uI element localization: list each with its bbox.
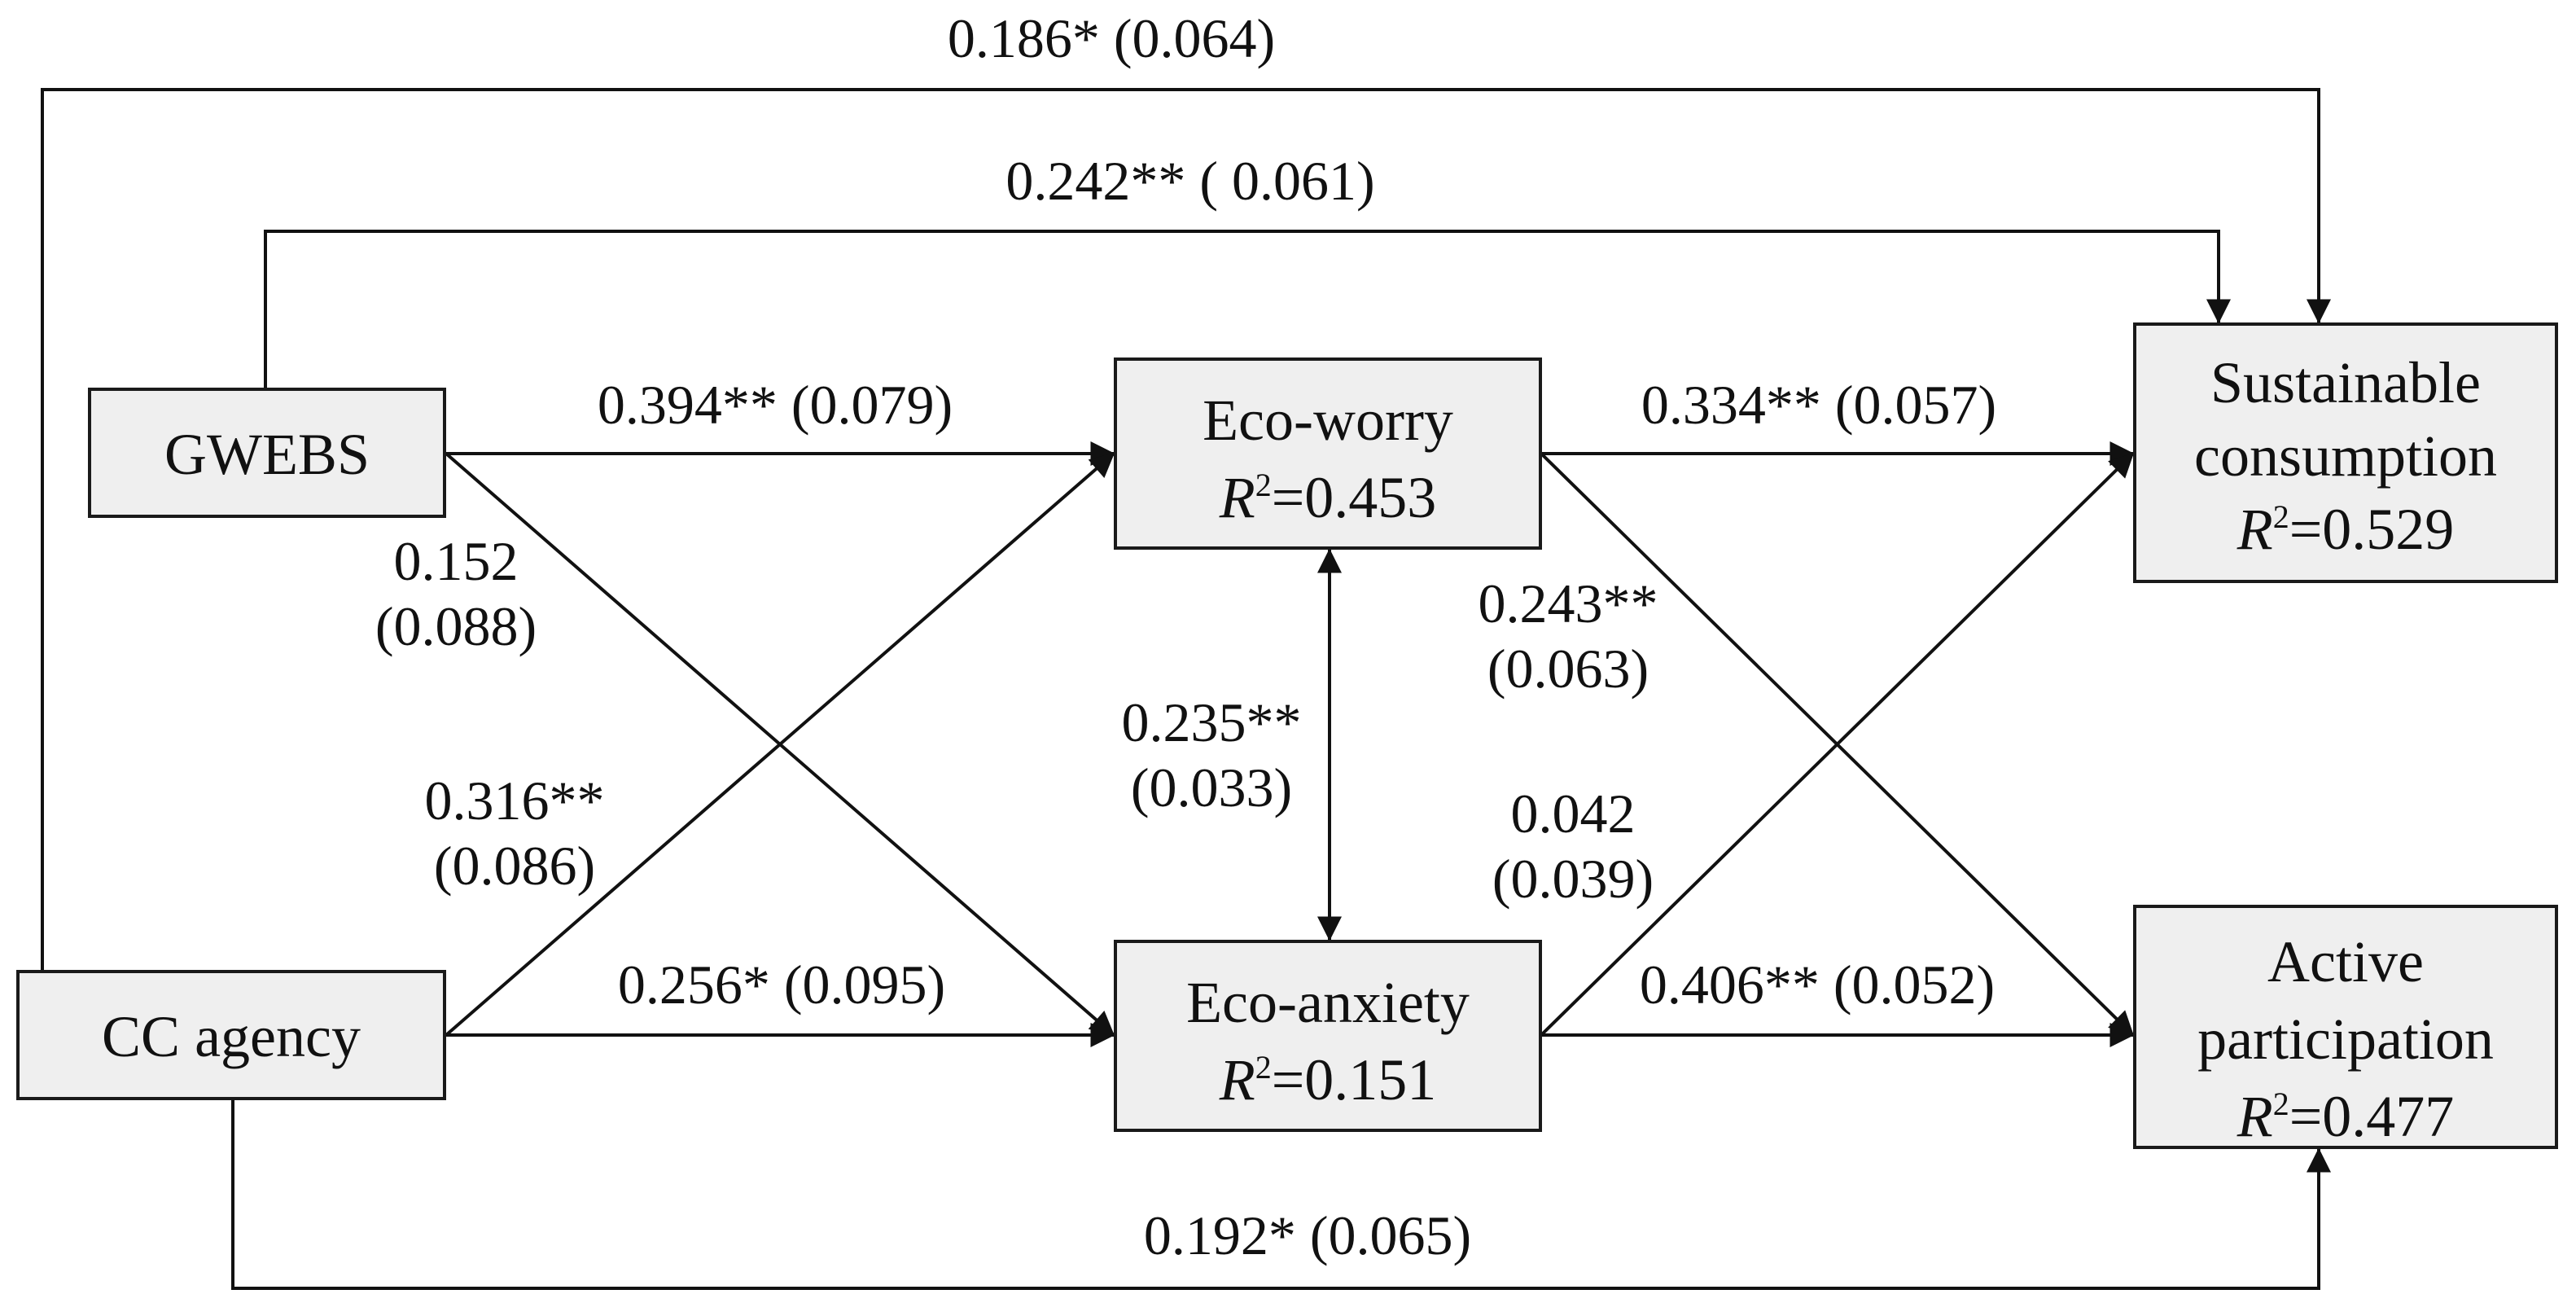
node-eco-anxiety-label: Eco-anxiety — [1186, 970, 1470, 1035]
node-active-label-line1: Active — [2267, 929, 2424, 994]
node-eco-worry-r2: R2=0.453 — [1219, 465, 1437, 530]
label-anxiety-to-sustainable-line1: 0.042 — [1511, 783, 1636, 844]
label-cc-to-worry-line1: 0.316** — [425, 770, 605, 831]
edges — [41, 88, 2331, 1290]
label-gwebs-to-anxiety-line2: (0.088) — [375, 595, 537, 657]
node-sustainable-r2: R2=0.529 — [2236, 497, 2455, 562]
label-gwebs-to-sustainable: 0.242** ( 0.061) — [1005, 150, 1374, 212]
node-gwebs: GWEBS — [88, 388, 446, 518]
node-eco-anxiety-r2: R2=0.151 — [1219, 1047, 1437, 1112]
edge-cc-to-worry — [445, 452, 1115, 1037]
label-worry-to-active-line1: 0.243** — [1479, 572, 1658, 634]
node-gwebs-label: GWEBS — [164, 422, 370, 487]
label-worry-to-active-line2: (0.063) — [1487, 638, 1649, 700]
node-eco-worry: Eco-worry R2=0.453 — [1114, 358, 1542, 550]
label-worry-anxiety-line1: 0.235** — [1122, 691, 1302, 753]
label-anxiety-to-sustainable-line2: (0.039) — [1492, 848, 1654, 910]
node-sustainable-label-line1: Sustainable — [2210, 350, 2481, 415]
label-gwebs-to-anxiety-line1: 0.152 — [394, 530, 519, 592]
label-cc-to-sustainable: 0.186* (0.064) — [948, 7, 1275, 69]
edge-anxiety-to-sustainable — [1540, 452, 2135, 1037]
label-gwebs-to-worry: 0.394** (0.079) — [598, 374, 953, 436]
edge-cc-to-sustainable — [41, 88, 2331, 972]
node-eco-worry-label: Eco-worry — [1203, 388, 1453, 453]
edge-cc-to-active — [231, 1100, 2331, 1290]
label-worry-anxiety-line2: (0.033) — [1131, 757, 1292, 818]
label-cc-to-worry-line2: (0.086) — [434, 835, 595, 897]
node-active-participation: Active participation R2=0.477 — [2133, 905, 2558, 1149]
node-sustainable-label-line2: consumption — [2194, 423, 2497, 489]
node-active-r2: R2=0.477 — [2236, 1084, 2455, 1149]
label-cc-to-anxiety: 0.256* (0.095) — [618, 954, 945, 1016]
node-sustainable-consumption: Sustainable consumption R2=0.529 — [2133, 322, 2558, 583]
edge-labels: 0.186* (0.064) 0.242** ( 0.061) 0.394** … — [375, 7, 1996, 1266]
label-cc-to-active: 0.192* (0.065) — [1144, 1204, 1471, 1266]
node-eco-anxiety: Eco-anxiety R2=0.151 — [1114, 940, 1542, 1132]
node-cc-agency: CC agency — [16, 970, 446, 1100]
node-active-label-line2: participation — [2197, 1007, 2494, 1072]
label-anxiety-to-active: 0.406** (0.052) — [1640, 954, 1995, 1016]
edge-gwebs-to-sustainable — [264, 230, 2231, 389]
label-worry-to-sustainable: 0.334** (0.057) — [1641, 374, 1996, 436]
node-cc-agency-label: CC agency — [102, 1004, 361, 1069]
